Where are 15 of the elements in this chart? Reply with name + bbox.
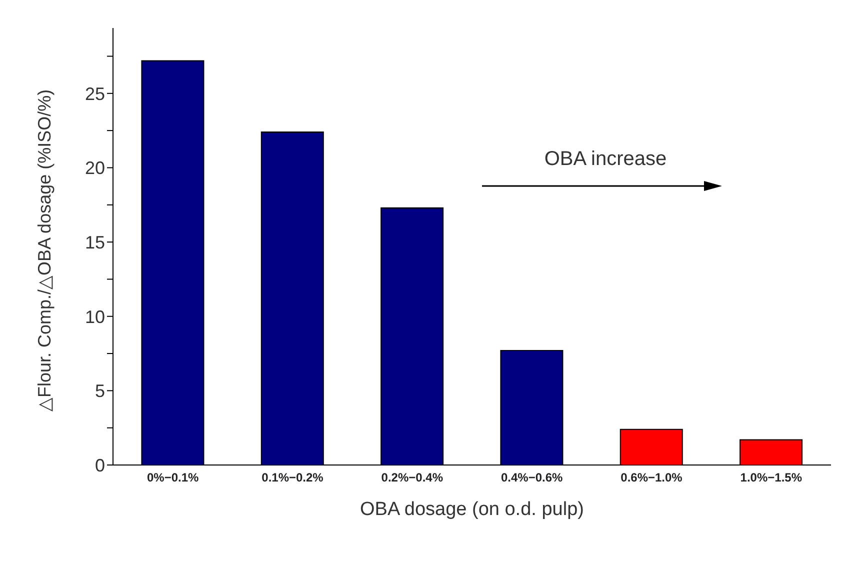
y-tick-label: 20 xyxy=(84,158,105,178)
annotation: OBA increase xyxy=(543,148,668,171)
y-axis-title: △Flour. Comp./△OBA dosage (%ISO/%) xyxy=(34,89,54,412)
x-axis-title: OBA dosage (on o.d. pulp) xyxy=(360,499,584,520)
y-tick-label: 10 xyxy=(84,306,105,327)
x-tick-label: 0.6%−1.0% xyxy=(620,470,683,485)
y-tick-label: 0 xyxy=(94,455,105,476)
y-tick-label: 5 xyxy=(94,381,105,402)
x-tick-label: 0.2%−0.4% xyxy=(381,470,444,485)
x-tick-label: 1.0%−1.5% xyxy=(740,470,802,485)
y-tick-label: 25 xyxy=(84,84,105,104)
x-tick-label: 0.1%−0.2% xyxy=(262,470,324,485)
x-tick-label: 0.4%−0.6% xyxy=(500,470,564,485)
x-tick-label: 0%−0.1% xyxy=(146,470,200,485)
y-tick-label: 15 xyxy=(84,232,105,252)
